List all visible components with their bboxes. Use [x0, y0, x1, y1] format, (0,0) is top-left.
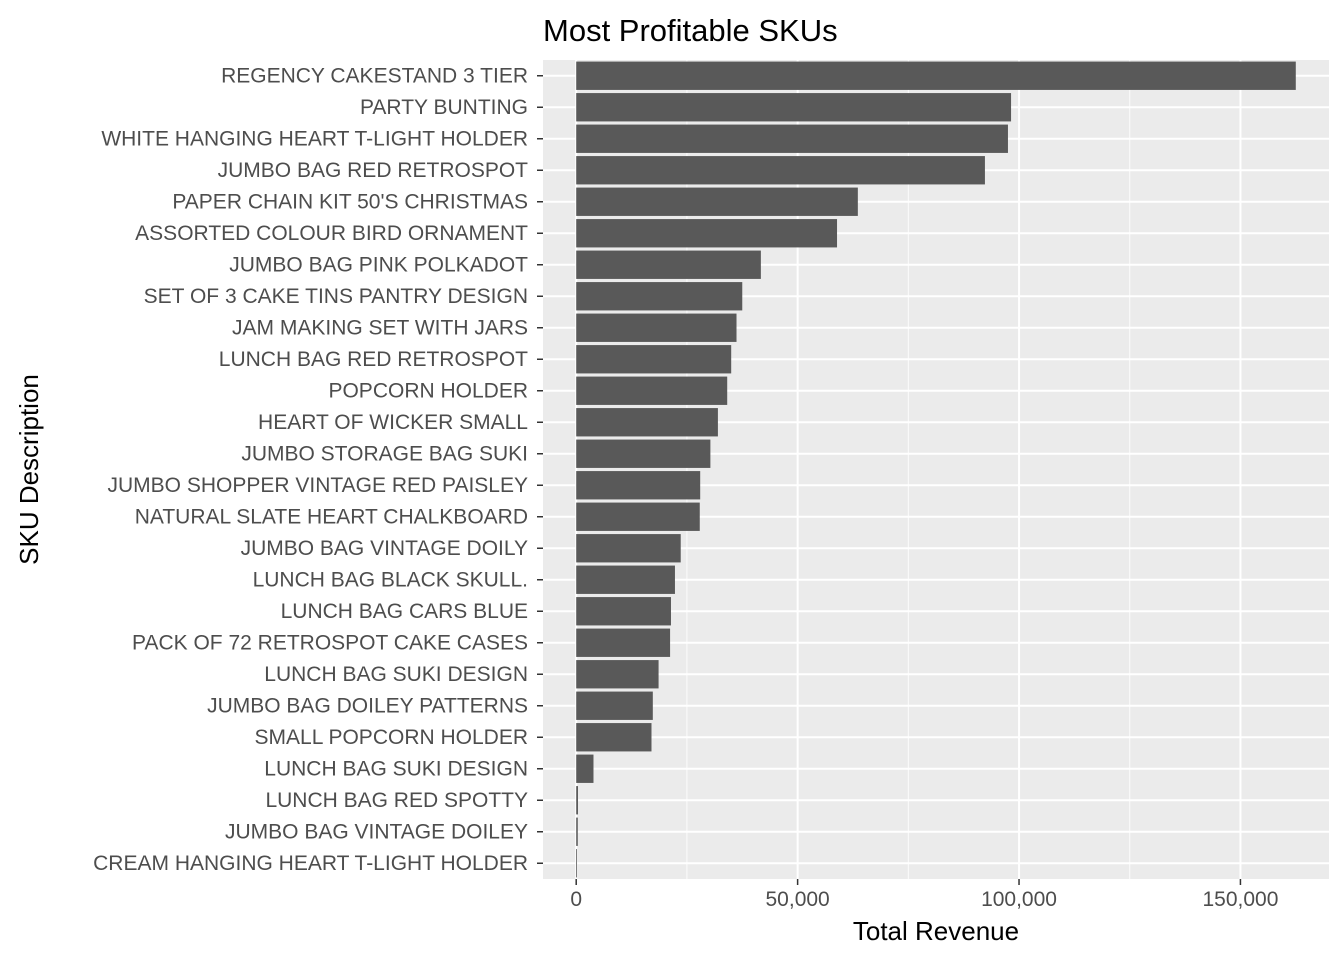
x-tick-label: 150,000	[1202, 888, 1278, 911]
bar	[576, 723, 652, 752]
bar	[576, 219, 838, 248]
y-tick-label: JUMBO STORAGE BAG SUKI	[241, 442, 528, 465]
y-tick-label: JUMBO BAG VINTAGE DOILY	[241, 537, 528, 560]
bar	[576, 93, 1012, 122]
y-tick-label: SET OF 3 CAKE TINS PANTRY DESIGN	[144, 285, 528, 308]
y-tick-label: JUMBO BAG RED RETROSPOT	[218, 159, 529, 182]
y-tick-label: JUMBO BAG DOILEY PATTERNS	[207, 694, 528, 717]
y-tick-label: WHITE HANGING HEART T-LIGHT HOLDER	[101, 127, 528, 150]
bar	[576, 156, 985, 185]
y-tick-label: LUNCH BAG RED RETROSPOT	[219, 348, 528, 371]
y-tick-label: LUNCH BAG SUKI DESIGN	[264, 757, 528, 780]
y-tick-label: JUMBO SHOPPER VINTAGE RED PAISLEY	[108, 474, 528, 497]
bar	[576, 61, 1296, 90]
bar	[576, 691, 653, 720]
y-tick-label: JAM MAKING SET WITH JARS	[232, 316, 528, 339]
y-tick-label: POPCORN HOLDER	[328, 379, 528, 402]
bar	[576, 786, 578, 815]
y-tick-label: SMALL POPCORN HOLDER	[255, 726, 528, 749]
bar	[576, 439, 711, 468]
y-tick-label: LUNCH BAG SUKI DESIGN	[264, 663, 528, 686]
bar	[576, 124, 1008, 153]
bar	[576, 754, 594, 783]
x-tick-label: 50,000	[766, 888, 830, 911]
chart-title: Most Profitable SKUs	[543, 13, 838, 48]
bar	[576, 187, 858, 216]
bar	[576, 565, 675, 594]
bar	[576, 628, 671, 657]
bar	[576, 660, 659, 689]
bar	[576, 250, 761, 279]
x-axis-title: Total Revenue	[853, 916, 1019, 946]
bar	[576, 376, 728, 405]
bar	[576, 313, 737, 342]
bar	[576, 534, 681, 563]
bar	[576, 849, 578, 878]
bar	[576, 345, 732, 374]
y-tick-label: LUNCH BAG CARS BLUE	[281, 600, 528, 623]
y-tick-label: PARTY BUNTING	[360, 96, 528, 119]
bar	[576, 817, 578, 846]
y-tick-label: JUMBO BAG PINK POLKADOT	[229, 253, 528, 276]
y-tick-label: LUNCH BAG RED SPOTTY	[265, 789, 528, 812]
x-tick-label: 100,000	[981, 888, 1057, 911]
y-tick-label: JUMBO BAG VINTAGE DOILEY	[225, 820, 528, 843]
y-tick-label: ASSORTED COLOUR BIRD ORNAMENT	[135, 222, 528, 245]
x-tick-label: 0	[570, 888, 582, 911]
bar	[576, 282, 743, 311]
y-tick-label: HEART OF WICKER SMALL	[258, 411, 528, 434]
y-tick-label: PAPER CHAIN KIT 50'S CHRISTMAS	[172, 190, 528, 213]
y-axis-title: SKU Description	[14, 374, 44, 565]
y-tick-label: LUNCH BAG BLACK SKULL.	[253, 568, 528, 591]
bar	[576, 597, 671, 626]
y-tick-label: REGENCY CAKESTAND 3 TIER	[221, 64, 528, 87]
y-tick-label: PACK OF 72 RETROSPOT CAKE CASES	[132, 631, 528, 654]
bar	[576, 502, 700, 531]
y-tick-label: NATURAL SLATE HEART CHALKBOARD	[135, 505, 528, 528]
y-tick-label: CREAM HANGING HEART T-LIGHT HOLDER	[93, 852, 528, 875]
bar	[576, 471, 701, 500]
bar	[576, 408, 718, 437]
